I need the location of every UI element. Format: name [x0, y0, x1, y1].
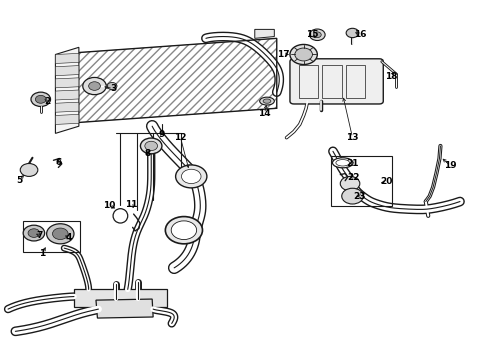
Circle shape: [290, 44, 318, 64]
Circle shape: [295, 48, 313, 61]
Circle shape: [20, 163, 38, 176]
Text: 9: 9: [159, 130, 165, 139]
Bar: [331, 156, 392, 206]
Polygon shape: [55, 47, 79, 134]
Text: 4: 4: [66, 233, 73, 242]
Text: 5: 5: [16, 176, 23, 185]
Polygon shape: [55, 66, 79, 76]
Text: 8: 8: [144, 149, 150, 158]
Text: 1: 1: [39, 249, 46, 258]
Polygon shape: [55, 78, 79, 88]
Polygon shape: [76, 39, 277, 123]
Circle shape: [83, 77, 106, 95]
Polygon shape: [96, 299, 153, 318]
Ellipse shape: [332, 158, 353, 168]
Text: 11: 11: [125, 200, 137, 209]
Circle shape: [28, 229, 40, 237]
Polygon shape: [55, 90, 79, 100]
Circle shape: [107, 82, 117, 90]
Circle shape: [181, 169, 201, 184]
Text: 13: 13: [346, 133, 359, 142]
Circle shape: [31, 92, 50, 107]
Circle shape: [47, 224, 74, 244]
Text: 2: 2: [44, 96, 50, 105]
Ellipse shape: [113, 209, 128, 223]
Text: 21: 21: [346, 159, 359, 168]
FancyBboxPatch shape: [290, 59, 383, 104]
Text: 18: 18: [385, 72, 398, 81]
Ellipse shape: [263, 99, 271, 103]
Text: 15: 15: [306, 30, 318, 39]
Polygon shape: [55, 114, 79, 125]
Circle shape: [23, 225, 45, 241]
Text: 16: 16: [354, 30, 366, 39]
Text: 3: 3: [110, 84, 116, 93]
Text: 6: 6: [55, 158, 61, 167]
Polygon shape: [55, 102, 79, 112]
Text: 23: 23: [354, 192, 366, 201]
Polygon shape: [255, 30, 274, 39]
Ellipse shape: [260, 97, 274, 105]
Bar: [345, 64, 365, 98]
Text: 19: 19: [444, 161, 457, 170]
Circle shape: [346, 28, 359, 38]
Circle shape: [52, 228, 68, 239]
Circle shape: [342, 188, 363, 204]
Ellipse shape: [336, 159, 349, 166]
Circle shape: [89, 82, 100, 90]
Circle shape: [340, 176, 360, 191]
Text: 14: 14: [258, 109, 271, 118]
Circle shape: [165, 217, 202, 244]
Circle shape: [35, 95, 46, 103]
Text: 12: 12: [174, 133, 187, 142]
Bar: [322, 64, 342, 98]
Polygon shape: [74, 289, 167, 307]
Text: 20: 20: [381, 177, 393, 186]
Circle shape: [310, 29, 325, 41]
Text: 7: 7: [37, 231, 43, 240]
Text: 10: 10: [103, 201, 115, 210]
Circle shape: [314, 32, 321, 38]
Text: 17: 17: [277, 50, 290, 59]
Circle shape: [145, 141, 158, 150]
Text: 22: 22: [347, 173, 360, 182]
Circle shape: [141, 138, 162, 154]
Bar: [299, 64, 318, 98]
Circle shape: [171, 221, 196, 239]
Circle shape: [175, 165, 207, 188]
Bar: [23, 221, 80, 252]
Polygon shape: [55, 53, 79, 63]
